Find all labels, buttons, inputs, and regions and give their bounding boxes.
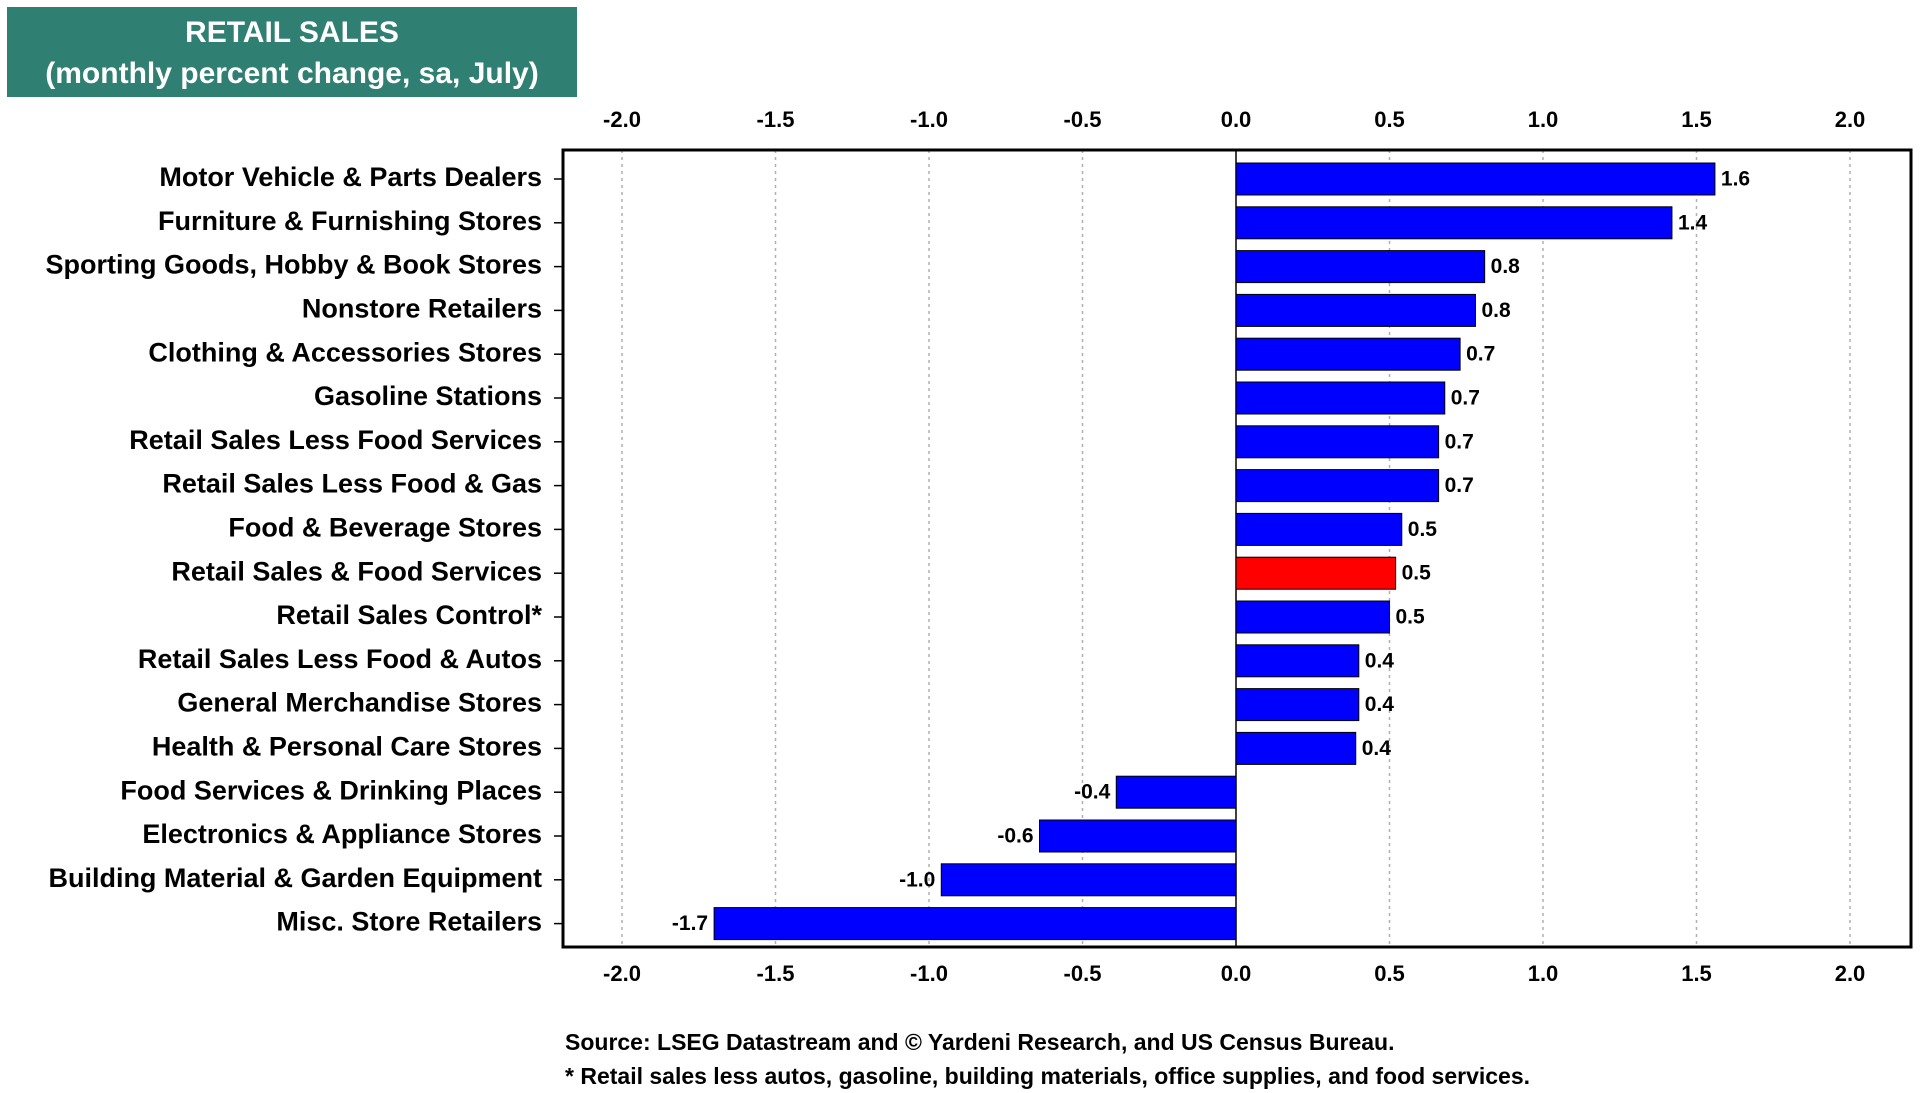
category-label: Clothing & Accessories Stores: [148, 337, 542, 367]
value-label: 0.8: [1491, 255, 1521, 278]
category-label: Retail Sales Less Food & Autos: [138, 644, 542, 674]
value-label: 0.4: [1365, 693, 1395, 716]
bar: [1235, 512, 1403, 546]
x-tick-label-bottom: -2.0: [603, 961, 641, 986]
axis-ticks: -2.0 -2.0 -1.5 -1.5 -1.0 -1.0 -0.5 -0.5 0.0 0.0 0.…: [554, 107, 1865, 986]
category-label: Health & Personal Care Stores: [152, 732, 542, 762]
chart-title-box: RETAIL SALES (monthly percent change, sa…: [7, 7, 577, 97]
x-tick-label-top: 1.5: [1681, 107, 1712, 132]
plot-frame: [561, 148, 1913, 949]
value-label: 1.4: [1678, 211, 1708, 234]
category-labels: Motor Vehicle & Parts Dealers Furniture &…: [45, 162, 542, 937]
x-tick-label-bottom: -0.5: [1064, 961, 1102, 986]
bar: [1235, 688, 1360, 722]
bar: [1235, 250, 1486, 284]
bar: [1235, 644, 1360, 678]
x-tick-label-bottom: 0.5: [1374, 961, 1405, 986]
value-label: 0.5: [1402, 562, 1432, 585]
value-label: 0.7: [1445, 474, 1474, 497]
asterisk-note: * Retail sales less autos, gasoline, bui…: [565, 1063, 1531, 1089]
category-label: Food Services & Drinking Places: [120, 775, 542, 805]
x-tick-label-bottom: 1.0: [1528, 961, 1559, 986]
x-tick-label-top: 0.5: [1374, 107, 1405, 132]
category-label: Retail Sales & Food Services: [171, 556, 542, 586]
value-label: 0.5: [1408, 518, 1438, 541]
x-tick-label-bottom: -1.5: [757, 961, 795, 986]
bar: [1235, 337, 1461, 371]
value-label: 0.5: [1396, 606, 1426, 629]
bar: [1235, 425, 1440, 459]
category-label: Furniture & Furnishing Stores: [158, 206, 542, 236]
category-label: Sporting Goods, Hobby & Book Stores: [45, 250, 542, 280]
value-label: -0.6: [997, 825, 1033, 848]
bar: [1115, 775, 1237, 809]
value-label: 1.6: [1721, 168, 1750, 191]
footnotes: Source: LSEG Datastream and © Yardeni Re…: [565, 1025, 1530, 1093]
bar: [1235, 556, 1397, 590]
source-note: Source: LSEG Datastream and © Yardeni Re…: [565, 1029, 1395, 1055]
x-tick-label-top: 2.0: [1835, 107, 1866, 132]
category-label: Food & Beverage Stores: [228, 513, 542, 543]
category-label: Nonstore Retailers: [302, 294, 542, 324]
value-label: 0.7: [1451, 387, 1480, 410]
value-label: -1.0: [899, 868, 935, 891]
x-tick-label-top: 0.0: [1221, 107, 1252, 132]
bar: [1235, 206, 1673, 240]
category-label: Motor Vehicle & Parts Dealers: [159, 162, 542, 192]
chart-subtitle: (monthly percent change, sa, July): [45, 57, 539, 90]
category-label: Building Material & Garden Equipment: [48, 863, 542, 893]
bar: [713, 907, 1237, 941]
bar: [1235, 469, 1440, 503]
x-tick-label-bottom: -1.0: [910, 961, 948, 986]
x-tick-label-top: -1.5: [757, 107, 795, 132]
x-tick-label-top: -1.0: [910, 107, 948, 132]
chart-title: RETAIL SALES: [185, 16, 399, 49]
bar: [1235, 293, 1476, 327]
bars: [713, 162, 1716, 941]
value-labels: 1.61.40.80.80.70.70.70.70.50.50.50.40.40…: [672, 168, 1750, 936]
value-label: -0.4: [1074, 781, 1111, 804]
bar: [1235, 731, 1357, 765]
x-tick-label-top: -2.0: [603, 107, 641, 132]
bar: [1235, 381, 1446, 415]
x-tick-label-top: -0.5: [1064, 107, 1102, 132]
bar: [940, 863, 1237, 897]
x-tick-label-top: 1.0: [1528, 107, 1559, 132]
x-tick-label-bottom: 2.0: [1835, 961, 1866, 986]
value-label: 0.8: [1481, 299, 1511, 322]
category-label: General Merchandise Stores: [177, 688, 542, 718]
category-label: Gasoline Stations: [314, 381, 542, 411]
value-label: -1.7: [672, 912, 708, 935]
category-label: Retail Sales Less Food & Gas: [162, 469, 542, 499]
value-label: 0.7: [1445, 430, 1474, 453]
x-tick-label-bottom: 1.5: [1681, 961, 1712, 986]
x-tick-label-bottom: 0.0: [1221, 961, 1252, 986]
category-label: Misc. Store Retailers: [276, 907, 542, 937]
category-label: Electronics & Appliance Stores: [142, 819, 542, 849]
category-label: Retail Sales Less Food Services: [129, 425, 542, 455]
bar: [1235, 162, 1716, 196]
value-label: 0.4: [1365, 649, 1395, 672]
bar: [1039, 819, 1237, 853]
bar: [1235, 600, 1390, 634]
value-label: 0.4: [1362, 737, 1392, 760]
category-label: Retail Sales Control*: [276, 600, 542, 630]
value-label: 0.7: [1466, 343, 1495, 366]
